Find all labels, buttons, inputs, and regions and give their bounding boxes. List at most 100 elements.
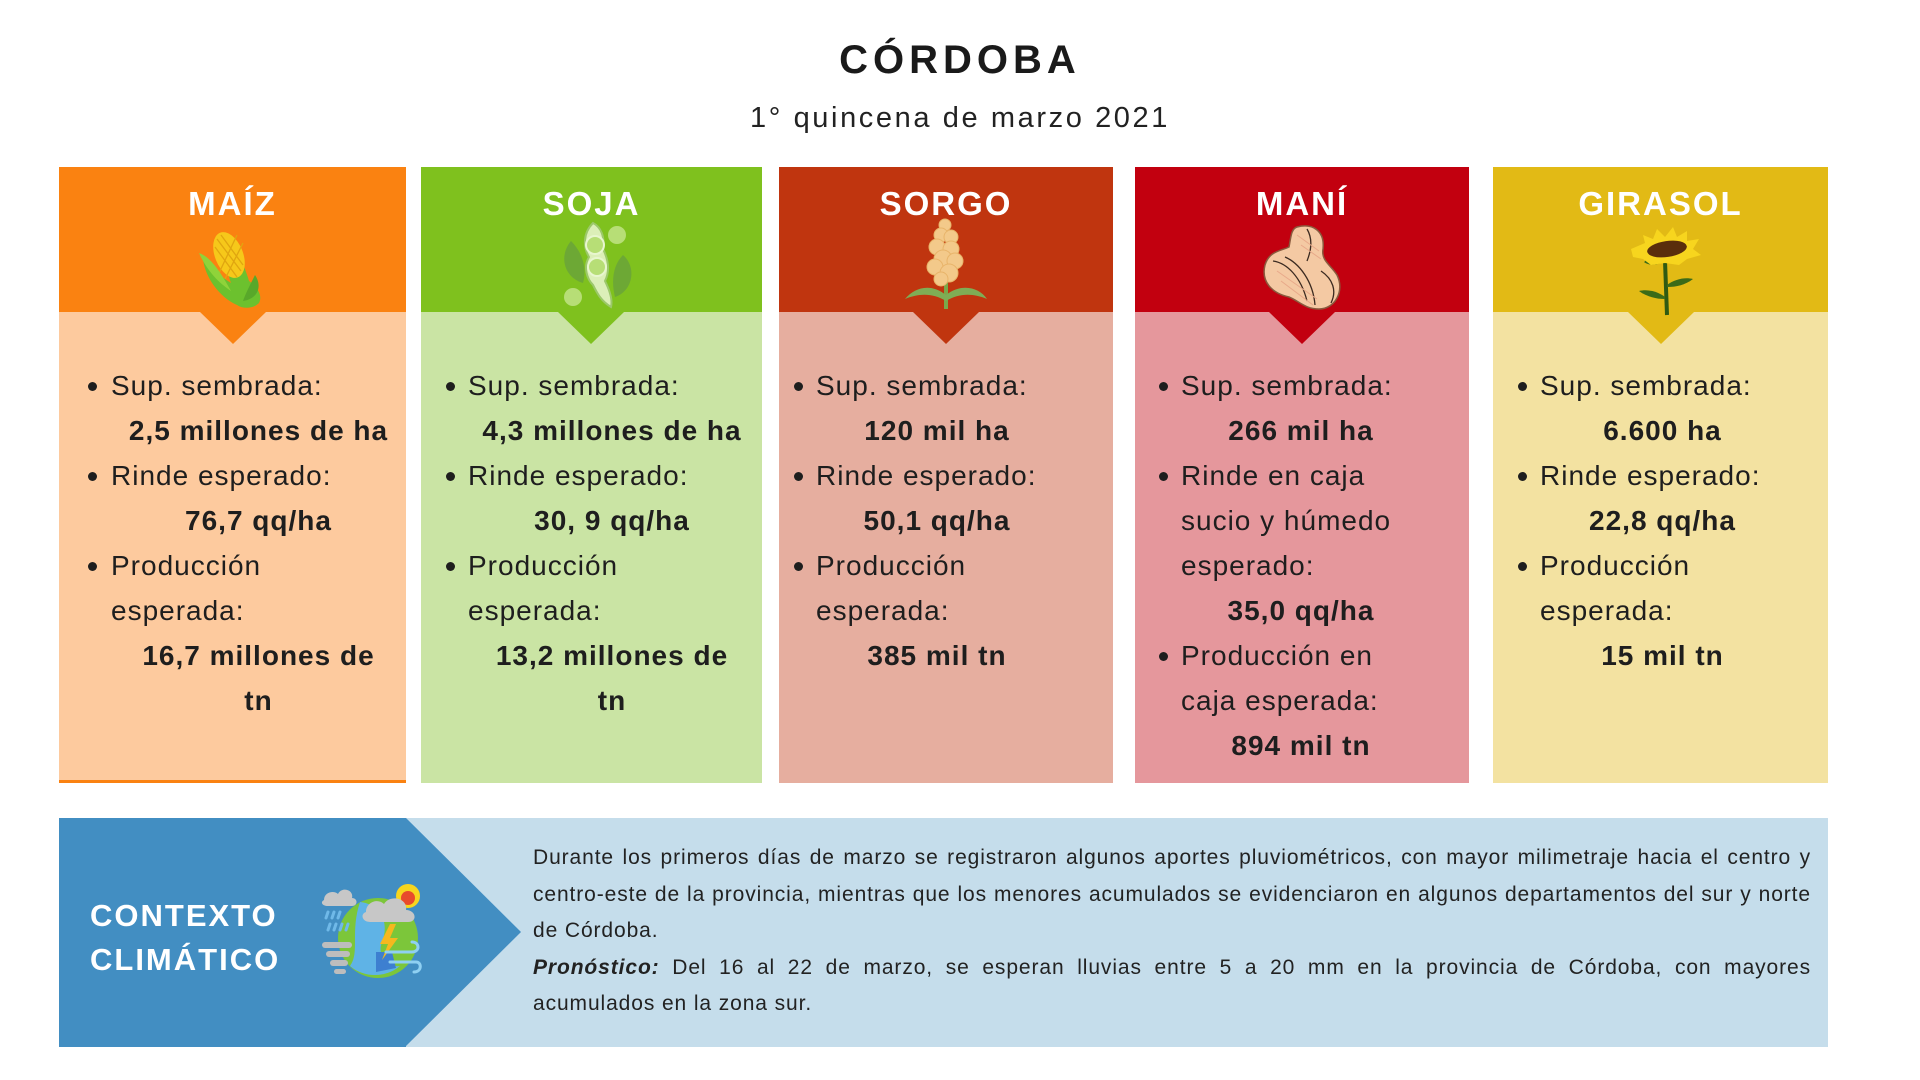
stat-label: Rinde esperado:: [88, 453, 406, 498]
stat-text: 15 mil tn: [1601, 640, 1724, 671]
stat-value: 22,8 qq/ha: [1518, 498, 1785, 543]
stat-label: esperado:: [1159, 543, 1469, 588]
stat-label: caja esperada:: [1159, 678, 1469, 723]
bullet-icon: [794, 472, 803, 481]
stat-text: 6.600 ha: [1603, 415, 1722, 446]
card-body: [421, 312, 762, 783]
pointer-arrow: [558, 312, 624, 344]
stat-text: Rinde en caja: [1181, 460, 1366, 491]
stat-value: 30, 9 qq/ha: [446, 498, 756, 543]
stat-text: 385 mil tn: [867, 640, 1007, 671]
sorghum-icon: [901, 217, 991, 309]
stat-value: 35,0 qq/ha: [1159, 588, 1421, 633]
stat-label: Producción: [794, 543, 1113, 588]
stat-value: 50,1 qq/ha: [794, 498, 1058, 543]
bullet-icon: [1518, 382, 1527, 391]
stat-label: Sup. sembrada:: [88, 363, 406, 408]
crop-stats: Sup. sembrada: 2,5 millones de ha Rinde es…: [88, 363, 406, 723]
bullet-icon: [1518, 472, 1527, 481]
stat-label: Sup. sembrada:: [794, 363, 1113, 408]
stat-text: 22,8 qq/ha: [1589, 505, 1736, 536]
stat-text: 16,7 millones de: [142, 640, 375, 671]
card-body: [1135, 312, 1469, 783]
card-bottom-border: [59, 780, 406, 783]
stat-text: Rinde esperado:: [1540, 460, 1761, 491]
bullet-icon: [794, 382, 803, 391]
stat-value: 266 mil ha: [1159, 408, 1421, 453]
stat-text: Sup. sembrada:: [468, 370, 680, 401]
stat-text: Rinde esperado:: [111, 460, 332, 491]
stat-value: 16,7 millones de: [88, 633, 406, 678]
stat-text: esperada:: [1540, 595, 1674, 626]
crop-name: MAÍZ: [188, 185, 277, 222]
stat-label: Rinde en caja: [1159, 453, 1469, 498]
crop-stats: Sup. sembrada: 4,3 millones de ha Rinde es…: [446, 363, 762, 723]
stat-label: esperada:: [794, 588, 1113, 633]
stat-text: esperada:: [111, 595, 245, 626]
bullet-icon: [446, 382, 455, 391]
stat-text: 120 mil ha: [864, 415, 1010, 446]
stat-text: tn: [597, 685, 627, 716]
bullet-icon: [1159, 382, 1168, 391]
stat-text: Sup. sembrada:: [111, 370, 323, 401]
forecast-text: Del 16 al 22 de marzo, se esperan lluvia…: [533, 955, 1811, 1016]
bullet-icon: [1518, 562, 1527, 571]
stat-text: tn: [244, 685, 273, 716]
sunflower-icon: [1621, 225, 1711, 317]
chevron-arrow: [406, 818, 521, 1046]
climate-paragraph: Durante los primeros días de marzo se re…: [533, 846, 1811, 942]
crop-name: SOJA: [542, 185, 641, 222]
stat-label: Producción: [1518, 543, 1828, 588]
stat-text: esperado:: [1181, 550, 1315, 581]
stat-text: Sup. sembrada:: [1181, 370, 1393, 401]
crop-name: MANÍ: [1255, 185, 1349, 222]
stat-text: Producción: [468, 550, 619, 581]
pointer-arrow: [1628, 312, 1694, 344]
stat-text: esperada:: [468, 595, 602, 626]
stat-value: 15 mil tn: [1518, 633, 1785, 678]
stat-text: esperada:: [816, 595, 950, 626]
crop-card-maiz: MAÍZ Sup. sembrada: 2,5 millones de ha Rin…: [59, 167, 406, 783]
stat-value: 76,7 qq/ha: [88, 498, 406, 543]
stat-text: Sup. sembrada:: [816, 370, 1028, 401]
stat-label: Producción: [88, 543, 406, 588]
page-title: CÓRDOBA: [839, 38, 1081, 82]
crop-stats: Sup. sembrada: 6.600 ha Rinde esperado: 22,…: [1518, 363, 1828, 678]
stat-text: 76,7 qq/ha: [185, 505, 332, 536]
climate-description: Durante los primeros días de marzo se re…: [533, 840, 1811, 1023]
stat-value: 120 mil ha: [794, 408, 1058, 453]
stat-value: 894 mil tn: [1159, 723, 1421, 768]
stat-label: esperada:: [446, 588, 762, 633]
bullet-icon: [1159, 472, 1168, 481]
stat-text: 266 mil ha: [1228, 415, 1374, 446]
card-body: [1493, 312, 1828, 783]
stat-text: 2,5 millones de ha: [128, 415, 389, 446]
stat-label: Producción: [446, 543, 762, 588]
peanut-icon: [1257, 221, 1347, 313]
stat-text: caja esperada:: [1181, 685, 1379, 716]
stat-text: 13,2 millones de: [495, 640, 729, 671]
stat-value: tn: [446, 678, 756, 723]
corn-icon: [191, 217, 281, 309]
stat-label: Sup. sembrada:: [1518, 363, 1828, 408]
stat-label: Producción en: [1159, 633, 1469, 678]
card-body: [59, 312, 406, 783]
stat-text: Producción: [1540, 550, 1691, 581]
stat-text: Producción: [816, 550, 967, 581]
forecast-label: Pronóstico:: [533, 955, 660, 979]
stat-text: 30, 9 qq/ha: [534, 505, 690, 536]
stat-label: Rinde esperado:: [446, 453, 762, 498]
pointer-arrow: [913, 312, 979, 344]
bullet-icon: [88, 472, 97, 481]
climate-context-panel: CONTEXTO CLIMÁTICO Durante: [59, 818, 1828, 1047]
stat-value: 2,5 millones de ha: [88, 408, 406, 453]
stat-value: tn: [88, 678, 406, 723]
forecast-paragraph: Pronóstico: Del 16 al 22 de marzo, se es…: [533, 950, 1811, 1023]
stat-label: Sup. sembrada:: [446, 363, 762, 408]
bullet-icon: [88, 382, 97, 391]
crop-stats: Sup. sembrada: 266 mil ha Rinde en caja suc…: [1159, 363, 1469, 768]
stat-label: esperada:: [1518, 588, 1828, 633]
soybean-icon: [553, 219, 643, 311]
bullet-icon: [1159, 652, 1168, 661]
stat-text: sucio y húmedo: [1181, 505, 1392, 536]
